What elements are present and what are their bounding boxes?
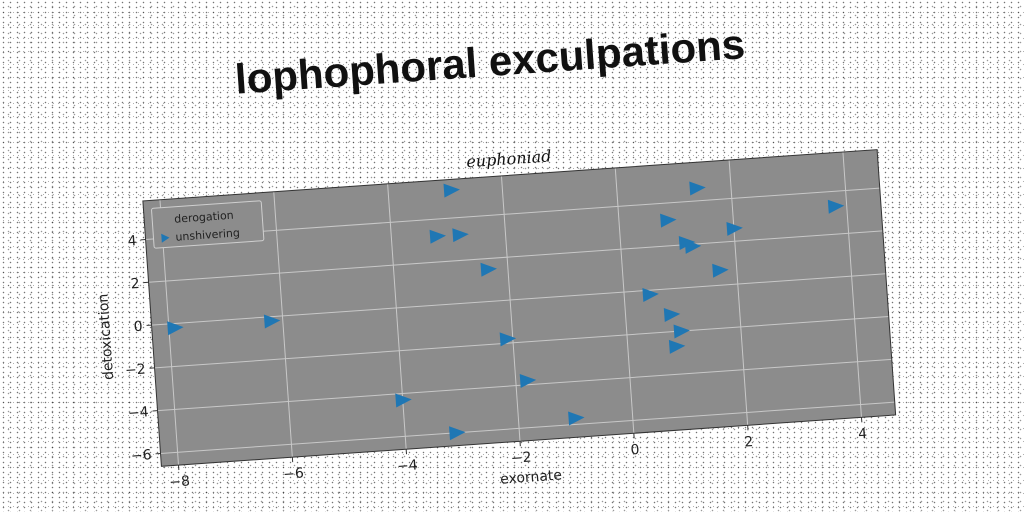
grid-line-y-3	[151, 273, 886, 326]
y-tick-label-2: −2	[124, 362, 146, 379]
legend: derogation unshivering	[151, 200, 265, 249]
grid-line-y-4	[148, 230, 883, 283]
x-axis-ticks: −8 −6 −4 −2 0 2 4	[169, 417, 868, 491]
legend-label-derogation: derogation	[174, 209, 234, 226]
data-point-14	[673, 324, 690, 339]
grid-line-x-6	[842, 151, 862, 418]
data-point-5	[452, 228, 469, 243]
data-point-1	[263, 314, 281, 329]
x-tick-label-6: 4	[858, 426, 868, 443]
data-point-4	[449, 426, 466, 441]
grid-line-x-5	[728, 159, 749, 426]
grid-line-x-4	[614, 167, 635, 434]
y-tick-label-4: 2	[130, 276, 140, 293]
y-axis-ticks: −6 −4 −2 0 2 4	[124, 233, 161, 465]
plot-area	[142, 149, 896, 467]
data-point-10	[443, 183, 460, 198]
legend-marker-unshivering	[161, 233, 170, 243]
data-points	[167, 181, 845, 441]
data-point-0	[167, 321, 184, 336]
y-tick-label-5: 4	[127, 233, 137, 250]
grid-line-y-5	[145, 187, 880, 240]
grid-line-x-2	[387, 183, 407, 450]
y-tick-label-3: 0	[133, 319, 143, 336]
y-axis-label: detoxication	[95, 293, 117, 380]
data-point-17	[684, 239, 702, 254]
x-tick-label-4: 0	[630, 442, 640, 459]
data-point-21	[827, 199, 845, 214]
data-point-15	[660, 213, 677, 228]
data-point-3	[429, 229, 447, 244]
grid-line-y-2	[154, 316, 889, 369]
x-tick-label-2: −4	[396, 457, 418, 474]
data-point-20	[726, 221, 743, 236]
y-tick-label-1: −4	[127, 404, 149, 421]
chart-subtitle: euphoniad	[466, 146, 552, 171]
data-point-6	[480, 262, 497, 277]
data-point-19	[712, 263, 729, 278]
data-point-2	[395, 393, 412, 408]
axis-frame	[142, 149, 897, 467]
data-point-11	[642, 288, 659, 302]
x-axis-label: exornate	[500, 467, 563, 487]
data-point-7	[499, 332, 517, 347]
grid-line-y-0	[160, 401, 895, 454]
legend-box	[151, 200, 265, 249]
data-point-13	[668, 339, 686, 354]
grid-line-x-1	[273, 191, 293, 458]
data-point-12	[663, 308, 681, 322]
plot-group: −8 −6 −4 −2 0 2 4 −6 −4 −2 0 2 4 euphoniad exornate…	[95, 146, 897, 491]
axis-spines	[142, 149, 897, 467]
x-tick-label-0: −8	[169, 473, 191, 490]
data-point-9	[568, 411, 585, 426]
x-tick-label-3: −2	[510, 449, 532, 466]
y-tick-label-0: −6	[130, 447, 152, 464]
legend-label-unshivering: unshivering	[175, 226, 240, 243]
data-point-8	[519, 374, 537, 388]
grid-line-x-3	[500, 175, 521, 442]
data-point-18	[689, 181, 706, 196]
x-tick-label-1: −6	[283, 465, 305, 482]
x-tick-label-5: 2	[744, 434, 754, 451]
